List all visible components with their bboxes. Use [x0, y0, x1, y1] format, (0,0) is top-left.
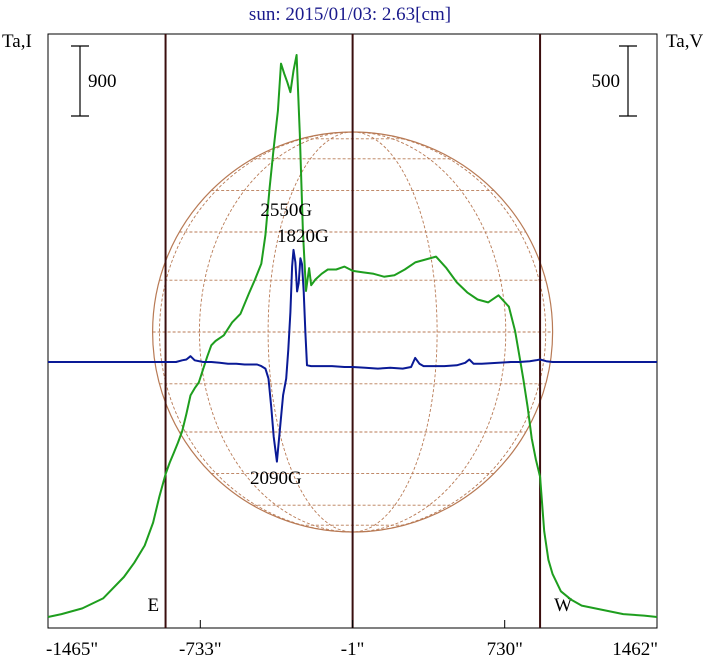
x-tick-label: 1462"	[612, 639, 658, 660]
scale-bar-label-right: 500	[592, 71, 621, 92]
scale-bar-left: 900	[71, 45, 117, 117]
chart-title: sun: 2015/01/03: 2.63[cm]	[249, 4, 451, 25]
meridian-line	[352, 131, 507, 533]
x-axis-ticks: -1465" -733" -1" 730" 1462"	[46, 620, 658, 660]
scale-bar-right: 500	[592, 45, 637, 117]
limb-label-w: W	[554, 595, 572, 616]
annotation-2090g: 2090G	[250, 468, 302, 489]
series-intensity	[47, 54, 658, 618]
annotation-2550g: 2550G	[260, 200, 312, 221]
x-tick-label: -733"	[179, 639, 222, 660]
limb-label-e: E	[148, 595, 160, 616]
annotations: 2550G 1820G 2090G	[250, 200, 329, 489]
series-polarization	[48, 248, 657, 463]
scale-bars: 900 500	[71, 45, 637, 117]
x-tick-label: -1"	[341, 639, 365, 660]
series-layer	[47, 54, 658, 618]
meridian-line	[198, 131, 353, 533]
right-axis-label: Ta,V	[666, 31, 703, 52]
x-tick-label: 730"	[487, 639, 523, 660]
scale-bar-label-left: 900	[88, 71, 117, 92]
x-tick-label: -1465"	[46, 639, 98, 660]
meridian-line	[352, 131, 438, 533]
left-axis-label: Ta,I	[2, 31, 32, 52]
annotation-1820g: 1820G	[277, 226, 329, 247]
